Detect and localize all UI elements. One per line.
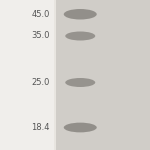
- Ellipse shape: [64, 9, 97, 20]
- Text: 35.0: 35.0: [31, 32, 50, 40]
- Text: 45.0: 45.0: [31, 10, 50, 19]
- Text: 25.0: 25.0: [31, 78, 50, 87]
- Ellipse shape: [65, 32, 95, 40]
- Text: 18.4: 18.4: [31, 123, 50, 132]
- Bar: [0, 0, 54, 150]
- Ellipse shape: [64, 123, 97, 132]
- Ellipse shape: [65, 78, 95, 87]
- Bar: [56, 0, 150, 150]
